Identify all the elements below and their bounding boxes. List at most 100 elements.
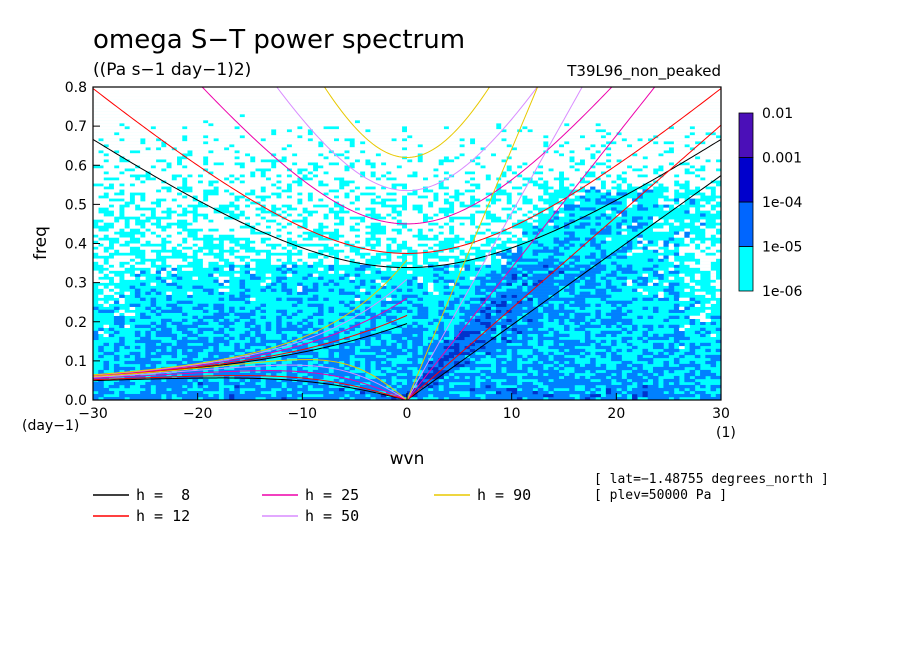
heat-cell [475,171,502,175]
heat-cell [511,180,528,184]
heat-cell [318,210,329,214]
heat-cell [637,315,643,319]
heat-cell [501,177,523,181]
heat-cell [208,213,230,217]
heat-cell [605,393,617,398]
heat-cell [548,135,580,139]
heat-cell [307,207,329,211]
heat-cell [584,396,591,400]
heat-cell [119,240,125,244]
heat-cell [302,285,308,289]
heat-cell [234,375,261,380]
heat-cell [417,171,444,175]
heat-cell [155,324,167,329]
heat-cell [354,144,418,148]
heat-cell [700,369,711,374]
heat-cell [286,384,298,389]
heat-cell [318,306,324,310]
heat-cell [516,327,528,332]
heat-cell [323,165,345,169]
heat-cell [501,264,507,268]
heat-cell [281,282,287,286]
heat-cell [459,189,465,193]
heat-cell [417,333,423,338]
heat-cell [673,141,696,145]
heat-cell [176,285,183,289]
heat-cell [134,354,141,359]
heat-cell [391,252,403,256]
heat-cell [265,396,282,400]
heat-cell [673,243,680,247]
heat-cell [349,393,366,398]
heat-cell [187,291,193,295]
heat-cell [338,237,366,241]
heat-cell [108,207,120,211]
heat-cell [516,249,523,253]
heat-cell [626,225,643,229]
heat-cell [297,246,324,250]
heat-cell [584,387,591,392]
heat-cell [124,276,136,280]
heat-cell [312,327,324,332]
heat-cell [113,210,120,214]
heat-cell [527,126,669,130]
heat-cell [187,258,193,262]
heat-cell [569,291,575,295]
rossby-curve-h8 [93,377,408,400]
heat-cell [213,267,219,271]
heat-cell [658,255,664,259]
heat-cell [548,312,560,316]
heat-cell [590,231,612,235]
heat-cell [537,282,554,286]
heat-cell [291,222,303,226]
heat-cell [129,318,136,322]
heat-cell [454,210,476,214]
heat-cell [495,249,502,253]
heat-cell [501,309,507,313]
heat-cell [553,357,575,362]
heat-cell [113,288,120,292]
heat-cell [150,270,157,274]
y-unit-label: (day−1) [22,418,79,434]
heat-cell [197,219,209,223]
heat-cell [663,381,669,386]
heat-cell [443,360,455,365]
x-tick-label: 10 [503,406,521,422]
heat-cell [380,237,387,241]
heat-cell [475,348,497,353]
heat-cell [668,309,685,313]
heat-cell [229,177,235,181]
heat-cell [475,237,486,241]
heat-cell [469,387,476,392]
heat-cell [365,306,371,310]
heat-cell [281,312,287,316]
heat-cell [501,330,507,335]
heat-cell [412,246,429,250]
heat-cell [548,372,565,377]
heat-cell [475,141,544,145]
heat-cell [223,318,230,322]
heat-cell [349,300,355,304]
heat-cell [700,213,706,217]
heat-cell [595,171,601,175]
heat-cell [595,372,612,377]
heat-cell [349,150,361,154]
heat-cell [386,354,397,359]
heat-cell [150,300,157,304]
heat-cell [626,264,633,268]
heat-cell [459,333,471,338]
heat-cell [658,297,669,301]
heat-cell [234,348,246,353]
heat-cell [213,345,219,350]
heat-cell [679,180,685,184]
heat-cell [490,324,497,329]
colorbar-segment [738,157,754,203]
heat-cell [459,198,471,202]
heat-cell [611,351,617,356]
heat-cell [584,333,591,338]
heat-cell [108,285,115,289]
heat-cell [161,189,167,193]
heat-cell [611,387,617,392]
heat-cell [307,174,314,178]
heat-cell [663,165,690,169]
